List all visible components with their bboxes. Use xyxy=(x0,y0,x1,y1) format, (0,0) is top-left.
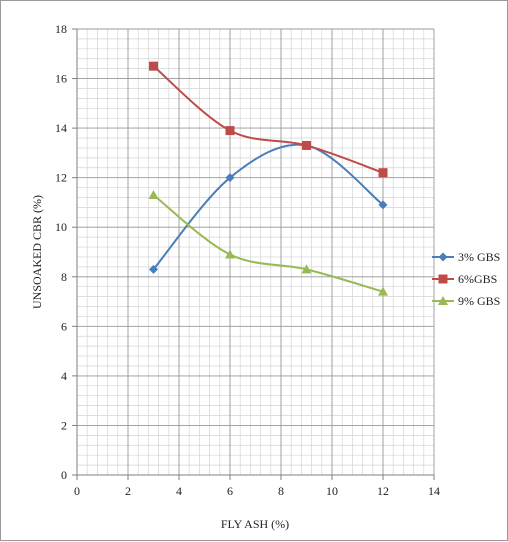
minor-gridlines xyxy=(76,28,435,476)
data-point-3-gbs xyxy=(225,173,235,183)
y-tick-label: 2 xyxy=(61,418,67,432)
x-axis-title: FLY ASH (%) xyxy=(221,517,289,531)
y-tick-label: 4 xyxy=(61,369,67,383)
axes xyxy=(72,28,435,480)
y-tick-label: 10 xyxy=(55,220,67,234)
x-tick-label: 14 xyxy=(428,484,440,498)
series-line-6-gbs xyxy=(152,65,384,174)
data-point-6-gbs xyxy=(149,61,158,71)
y-tick-label: 12 xyxy=(55,171,67,185)
legend-label-9-gbs: 9% GBS xyxy=(458,294,500,308)
x-tick-label: 10 xyxy=(326,484,338,498)
data-point-9-gbs xyxy=(301,264,312,274)
data-point-6-gbs xyxy=(225,126,235,136)
x-tick-label: 6 xyxy=(227,484,233,498)
legend-marker-3-gbs xyxy=(438,252,448,262)
y-tick-label: 6 xyxy=(61,319,67,333)
y-tick-label: 0 xyxy=(61,468,67,482)
legend-label-3-gbs: 3% GBS xyxy=(458,250,500,264)
series-line-3-gbs xyxy=(152,143,384,270)
data-point-6-gbs xyxy=(302,140,311,150)
x-tick-label: 12 xyxy=(377,484,389,498)
data-point-3-gbs xyxy=(149,264,158,274)
series-line-9-gbs xyxy=(152,194,384,293)
data-point-9-gbs xyxy=(378,286,388,296)
legend-marker-6-gbs xyxy=(438,274,448,284)
x-tick-label: 8 xyxy=(278,484,284,498)
legend-marker-9-gbs xyxy=(438,296,448,305)
x-tick-labels: 0 2 4 6 8 10 12 14 xyxy=(74,484,440,498)
legend: 3% GBS 6%GBS 9% GBS xyxy=(432,250,500,308)
y-tick-label: 8 xyxy=(61,270,67,284)
y-tick-labels: 0 2 4 6 8 10 12 14 16 18 xyxy=(55,22,67,482)
series-layer xyxy=(148,61,388,296)
x-tick-label: 2 xyxy=(125,484,131,498)
y-tick-label: 18 xyxy=(55,22,67,36)
data-point-9-gbs xyxy=(225,249,235,259)
legend-label-6-gbs: 6%GBS xyxy=(458,272,497,286)
data-point-6-gbs xyxy=(378,168,388,178)
y-axis-title: UNSOAKED CBR (%) xyxy=(30,195,44,309)
x-tick-label: 4 xyxy=(176,484,182,498)
x-tick-label: 0 xyxy=(74,484,80,498)
data-point-9-gbs xyxy=(148,190,159,200)
major-gridlines xyxy=(76,28,435,476)
y-tick-label: 16 xyxy=(55,72,67,86)
data-point-3-gbs xyxy=(378,200,388,210)
y-tick-label: 14 xyxy=(55,121,67,135)
